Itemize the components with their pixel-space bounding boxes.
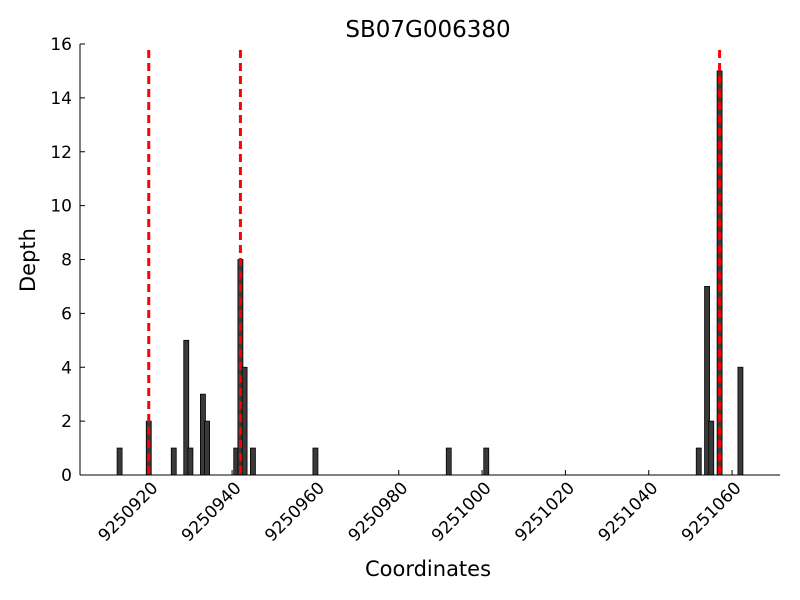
y-tick-label: 16 — [50, 35, 72, 55]
y-axis-label: Depth — [16, 228, 40, 292]
bar — [187, 447, 194, 476]
y-tick-label: 4 — [61, 358, 72, 378]
bar — [204, 420, 210, 476]
y-tick-label: 2 — [61, 412, 72, 432]
x-tick-label: 9251040 — [595, 478, 663, 546]
x-tick-label: 9250940 — [178, 478, 246, 546]
bar — [170, 447, 177, 476]
x-tick-label: 9251020 — [511, 478, 579, 546]
bar — [116, 447, 123, 476]
x-tick-label: 9250960 — [261, 478, 329, 546]
bar — [445, 447, 452, 476]
x-tick-label: 9251000 — [428, 478, 496, 546]
bar — [695, 447, 702, 476]
bar — [483, 447, 490, 476]
y-tick-label: 6 — [61, 304, 72, 324]
y-tick-label: 14 — [50, 89, 72, 109]
x-tick-label: 9250920 — [95, 478, 163, 546]
bar — [250, 447, 256, 476]
y-tick-label: 10 — [50, 197, 72, 217]
x-tick-label: 9250980 — [345, 478, 413, 546]
bar — [241, 366, 248, 476]
y-tick-label: 12 — [50, 143, 72, 163]
bar — [312, 447, 319, 476]
x-axis-label: Coordinates — [365, 557, 491, 581]
chart-title: SB07G006380 — [345, 17, 510, 43]
bar — [737, 366, 744, 476]
x-tick-label: 9251060 — [678, 478, 746, 546]
y-tick-label: 8 — [61, 251, 72, 271]
y-tick-label: 0 — [61, 466, 72, 486]
bar — [708, 420, 715, 476]
